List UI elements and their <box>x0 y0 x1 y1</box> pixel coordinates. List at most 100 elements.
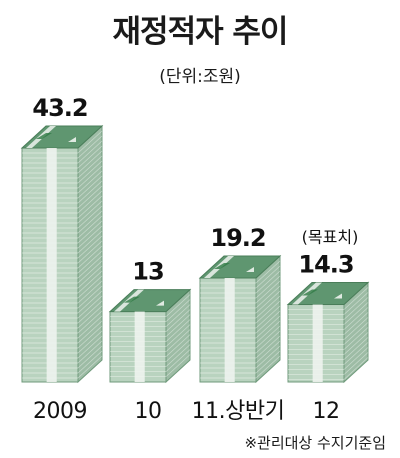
bar-10: 13 10 <box>108 258 192 424</box>
bill-edge <box>77 335 103 359</box>
bill-edge <box>255 335 281 359</box>
bill-edge <box>77 240 103 264</box>
bill-edge <box>343 322 369 345</box>
bar-top <box>286 282 370 306</box>
bill-edge <box>343 297 369 320</box>
bill-edge <box>77 245 103 269</box>
bill-edge <box>77 170 103 194</box>
bill-edge <box>165 304 191 327</box>
bill-edge <box>255 275 281 299</box>
category-label: 11.상반기 <box>192 399 285 424</box>
bar-top <box>20 125 104 149</box>
bill-edge <box>77 130 103 154</box>
bill-edge <box>77 315 103 339</box>
bill-edge <box>165 309 191 332</box>
bill-edge <box>255 330 281 354</box>
category-label: 10 <box>135 399 162 424</box>
bill-edge <box>343 327 369 350</box>
bill-edge <box>77 340 103 364</box>
bill-edge <box>165 319 191 342</box>
bill-edge <box>77 230 103 254</box>
note-corner <box>156 300 164 306</box>
bill-edge <box>343 307 369 330</box>
value-label: 14.3 <box>298 251 353 279</box>
band-front <box>224 278 235 382</box>
bill-edge <box>77 265 103 289</box>
band-front <box>46 148 57 382</box>
bill-edge <box>343 317 369 340</box>
bill-edge <box>77 290 103 314</box>
bill-edge <box>165 294 191 317</box>
note-mark <box>36 133 52 139</box>
bill-edge <box>165 324 191 347</box>
bill-edge <box>165 314 191 337</box>
note-corner <box>334 293 342 299</box>
bill-edge <box>77 235 103 259</box>
bill-edge <box>77 180 103 204</box>
bill-edge <box>77 320 103 344</box>
bill-edge <box>77 210 103 234</box>
bill-edge <box>343 312 369 335</box>
bill-edge <box>255 300 281 324</box>
category-label: 2009 <box>33 399 87 424</box>
bill-edge <box>77 305 103 329</box>
bill-edge <box>77 220 103 244</box>
value-label: 19.2 <box>210 224 265 252</box>
bill-edge <box>77 215 103 239</box>
bill-edge <box>255 290 281 314</box>
bill-edge <box>77 185 103 209</box>
bill-edge <box>343 287 369 310</box>
bill-edge <box>165 339 191 362</box>
bill-edge <box>165 329 191 352</box>
bill-edge <box>77 310 103 334</box>
unit-label: (단위:조원) <box>159 67 241 87</box>
bill-edge <box>343 292 369 315</box>
bill-edge <box>77 295 103 319</box>
bill-edge <box>77 325 103 349</box>
bill-edge <box>255 270 281 294</box>
bill-edge <box>255 310 281 334</box>
bill-edge <box>165 334 191 357</box>
note-mark <box>124 296 140 303</box>
bill-edge <box>255 355 281 379</box>
bill-edge <box>77 155 103 179</box>
bill-edge <box>255 265 281 289</box>
band-front <box>312 304 323 382</box>
bill-edge <box>77 145 103 169</box>
bill-edge <box>255 320 281 344</box>
bill-edge <box>77 345 103 369</box>
bill-edge <box>77 350 103 374</box>
bill-edge <box>77 190 103 214</box>
note-label: (목표치) <box>302 228 359 247</box>
bill-edge <box>255 280 281 304</box>
bill-edge <box>77 140 103 164</box>
bar-12: 14.3 (목표치) 12 <box>286 228 370 424</box>
bill-edge <box>255 315 281 339</box>
bill-edge <box>77 275 103 299</box>
bill-edge <box>77 225 103 249</box>
bill-edge <box>77 250 103 274</box>
bill-edge <box>165 349 191 372</box>
bill-edge <box>77 150 103 174</box>
value-label: 13 <box>132 258 163 286</box>
bill-edge <box>77 165 103 189</box>
bill-edge <box>77 160 103 184</box>
bill-edge <box>343 352 369 375</box>
bill-edge <box>255 350 281 374</box>
bill-edge <box>343 332 369 355</box>
chart-title: 재정적자 추이 <box>112 14 289 50</box>
value-label: 43.2 <box>32 94 87 122</box>
bill-edge <box>255 345 281 369</box>
bar-11.상반기: 19.2 11.상반기 <box>192 224 285 424</box>
bill-edge <box>77 280 103 304</box>
bill-edge <box>255 285 281 309</box>
bill-edge <box>77 175 103 199</box>
bill-edge <box>343 337 369 360</box>
bar-top <box>108 289 192 313</box>
bar-top <box>198 255 282 279</box>
bill-edge <box>165 354 191 377</box>
bill-edge <box>77 195 103 219</box>
bill-edge <box>77 330 103 354</box>
